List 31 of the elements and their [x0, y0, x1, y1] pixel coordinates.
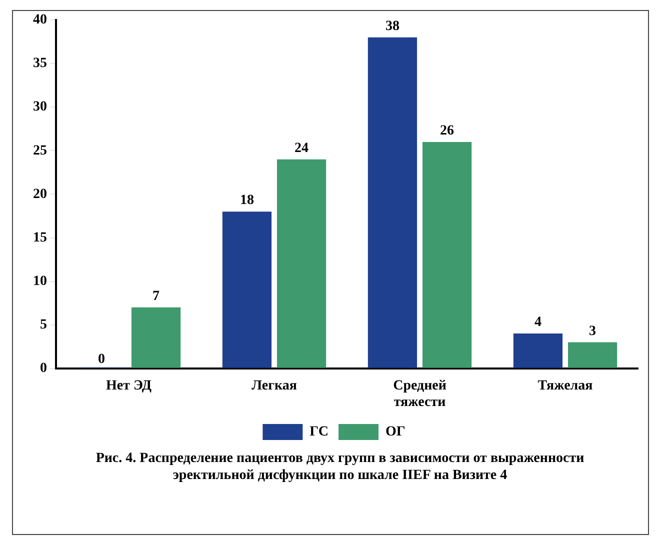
y-tick-label: 20 [33, 186, 47, 202]
x-tick-label: Тяжелая [538, 378, 594, 394]
bar [568, 342, 618, 368]
data-label: 38 [385, 19, 400, 34]
text: Рис. 4. Распределение пациентов двух групп в зависимости от выраженности эректильной дисфункции по шкале IIEF на Визите 4 [94, 450, 586, 484]
bar [131, 307, 181, 368]
bar [276, 159, 326, 368]
legend-label: ГС [310, 424, 329, 440]
bar [422, 142, 472, 368]
x-tick-label: Нет ЭД [106, 378, 152, 394]
data-label: 24 [294, 140, 309, 156]
y-tick-label: 5 [40, 317, 47, 332]
bar [368, 37, 418, 368]
y-tick-label: 25 [33, 143, 47, 158]
data-label: 4 [534, 315, 542, 330]
data-label: 7 [152, 289, 160, 304]
y-tick-label: 10 [33, 274, 47, 289]
x-tick-label: Легкая [252, 378, 298, 394]
x-tick-label: Средней тяжести [393, 378, 446, 410]
y-tick-label: 40 [33, 12, 47, 28]
legend-label: ОГ [386, 424, 406, 440]
bar [222, 212, 272, 368]
y-tick-label: 15 [33, 230, 47, 246]
bar [513, 334, 563, 368]
data-label: 3 [589, 324, 596, 339]
y-tick-label: 35 [33, 56, 47, 72]
data-label: 0 [98, 352, 105, 368]
data-label: 18 [240, 193, 254, 208]
data-label: 26 [440, 124, 454, 139]
y-tick-label: 30 [33, 100, 47, 115]
y-tick-label: 0 [40, 361, 47, 376]
